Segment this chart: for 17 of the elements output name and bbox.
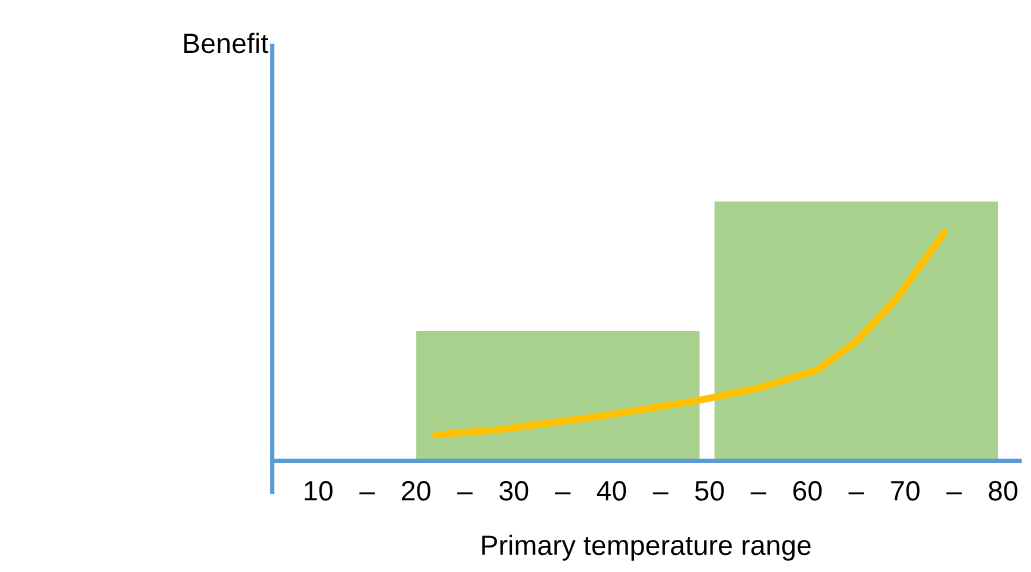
x-tick-label: – xyxy=(555,492,571,495)
x-tick-label: 30 xyxy=(499,480,529,501)
x-tick-label: 40 xyxy=(596,480,627,501)
x-tick-label: 10 xyxy=(304,480,333,501)
x-tick-label: 70 xyxy=(891,480,920,501)
x-tick-label: – xyxy=(652,492,669,495)
x-tick-label: – xyxy=(359,492,375,495)
x-tick-label: 80 xyxy=(988,480,1018,501)
x-tick-label: – xyxy=(946,492,962,495)
x-tick-label: 60 xyxy=(793,480,822,501)
x-tick-label: – xyxy=(848,492,864,495)
x-tick-label: – xyxy=(750,492,767,495)
x-tick-label: 50 xyxy=(695,480,724,501)
text: Benefit xyxy=(184,32,269,54)
x-axis-title: Primary temperature range xyxy=(482,534,811,561)
x-tick-label: – xyxy=(457,492,473,495)
x-tick-label: 20 xyxy=(401,480,431,501)
